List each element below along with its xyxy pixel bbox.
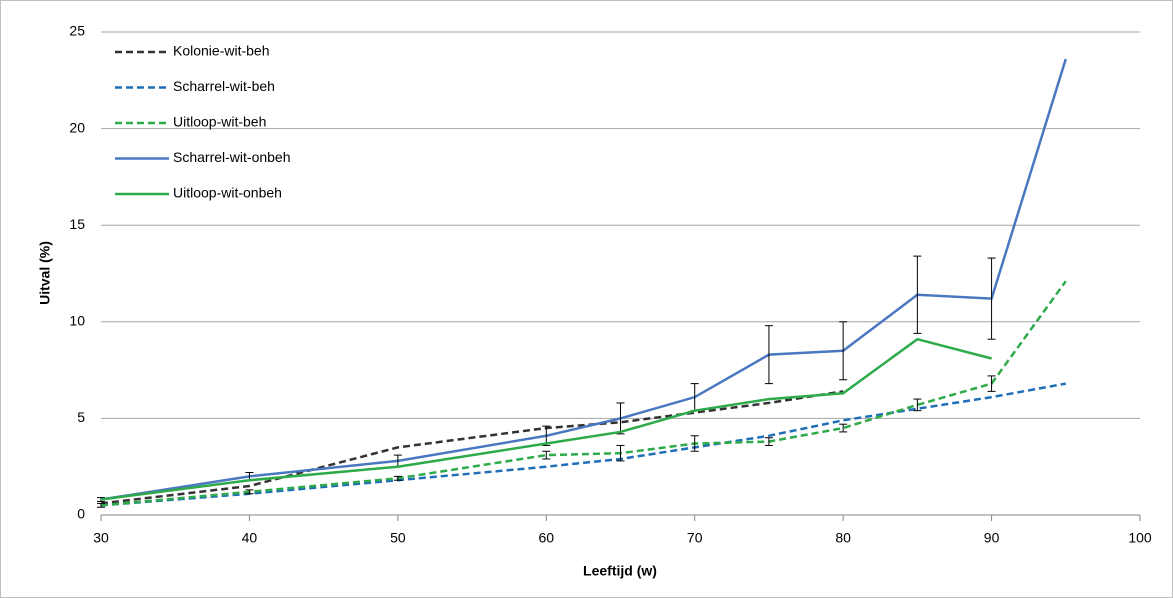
legend-label: Scharrel-wit-onbeh — [173, 149, 291, 165]
error-bar — [839, 321, 848, 381]
x-tick-label: 100 — [1128, 530, 1152, 546]
error-bar — [616, 402, 625, 435]
error-bar — [987, 257, 996, 340]
error-bar — [245, 489, 254, 495]
series-line — [100, 337, 992, 501]
x-tick-label: 80 — [835, 530, 851, 546]
error-bar — [542, 425, 551, 446]
error-bar — [764, 437, 773, 446]
x-tick-label: 50 — [390, 530, 406, 546]
y-tick-label: 15 — [69, 216, 85, 232]
error-bar — [690, 435, 699, 452]
error-bar — [616, 444, 625, 462]
x-axis-title: Leeftijd (w) — [583, 563, 657, 579]
error-bar — [913, 398, 922, 412]
y-axis-title: Uitval (%) — [37, 241, 53, 305]
x-tick-label: 40 — [242, 530, 258, 546]
legend-label: Scharrel-wit-beh — [173, 78, 275, 94]
series-line — [100, 390, 844, 505]
legend-label: Uitloop-wit-beh — [173, 114, 266, 130]
error-bar — [393, 475, 402, 481]
y-tick-label: 20 — [69, 119, 85, 135]
error-bar — [764, 325, 773, 385]
x-tick-label: 30 — [93, 530, 109, 546]
error-bar — [97, 502, 105, 508]
y-tick-label: 5 — [77, 409, 85, 425]
y-tick-label: 0 — [77, 506, 85, 522]
error-bar — [913, 255, 922, 334]
legend-label: Uitloop-wit-onbeh — [173, 185, 282, 201]
legend-label: Kolonie-wit-beh — [173, 43, 270, 59]
x-tick-label: 70 — [687, 530, 703, 546]
x-tick-label: 60 — [538, 530, 554, 546]
error-bar — [542, 450, 551, 460]
y-tick-label: 25 — [69, 23, 85, 39]
error-bar — [987, 375, 996, 392]
error-bar — [839, 423, 848, 433]
y-tick-label: 10 — [69, 313, 85, 329]
x-tick-label: 90 — [984, 530, 1000, 546]
